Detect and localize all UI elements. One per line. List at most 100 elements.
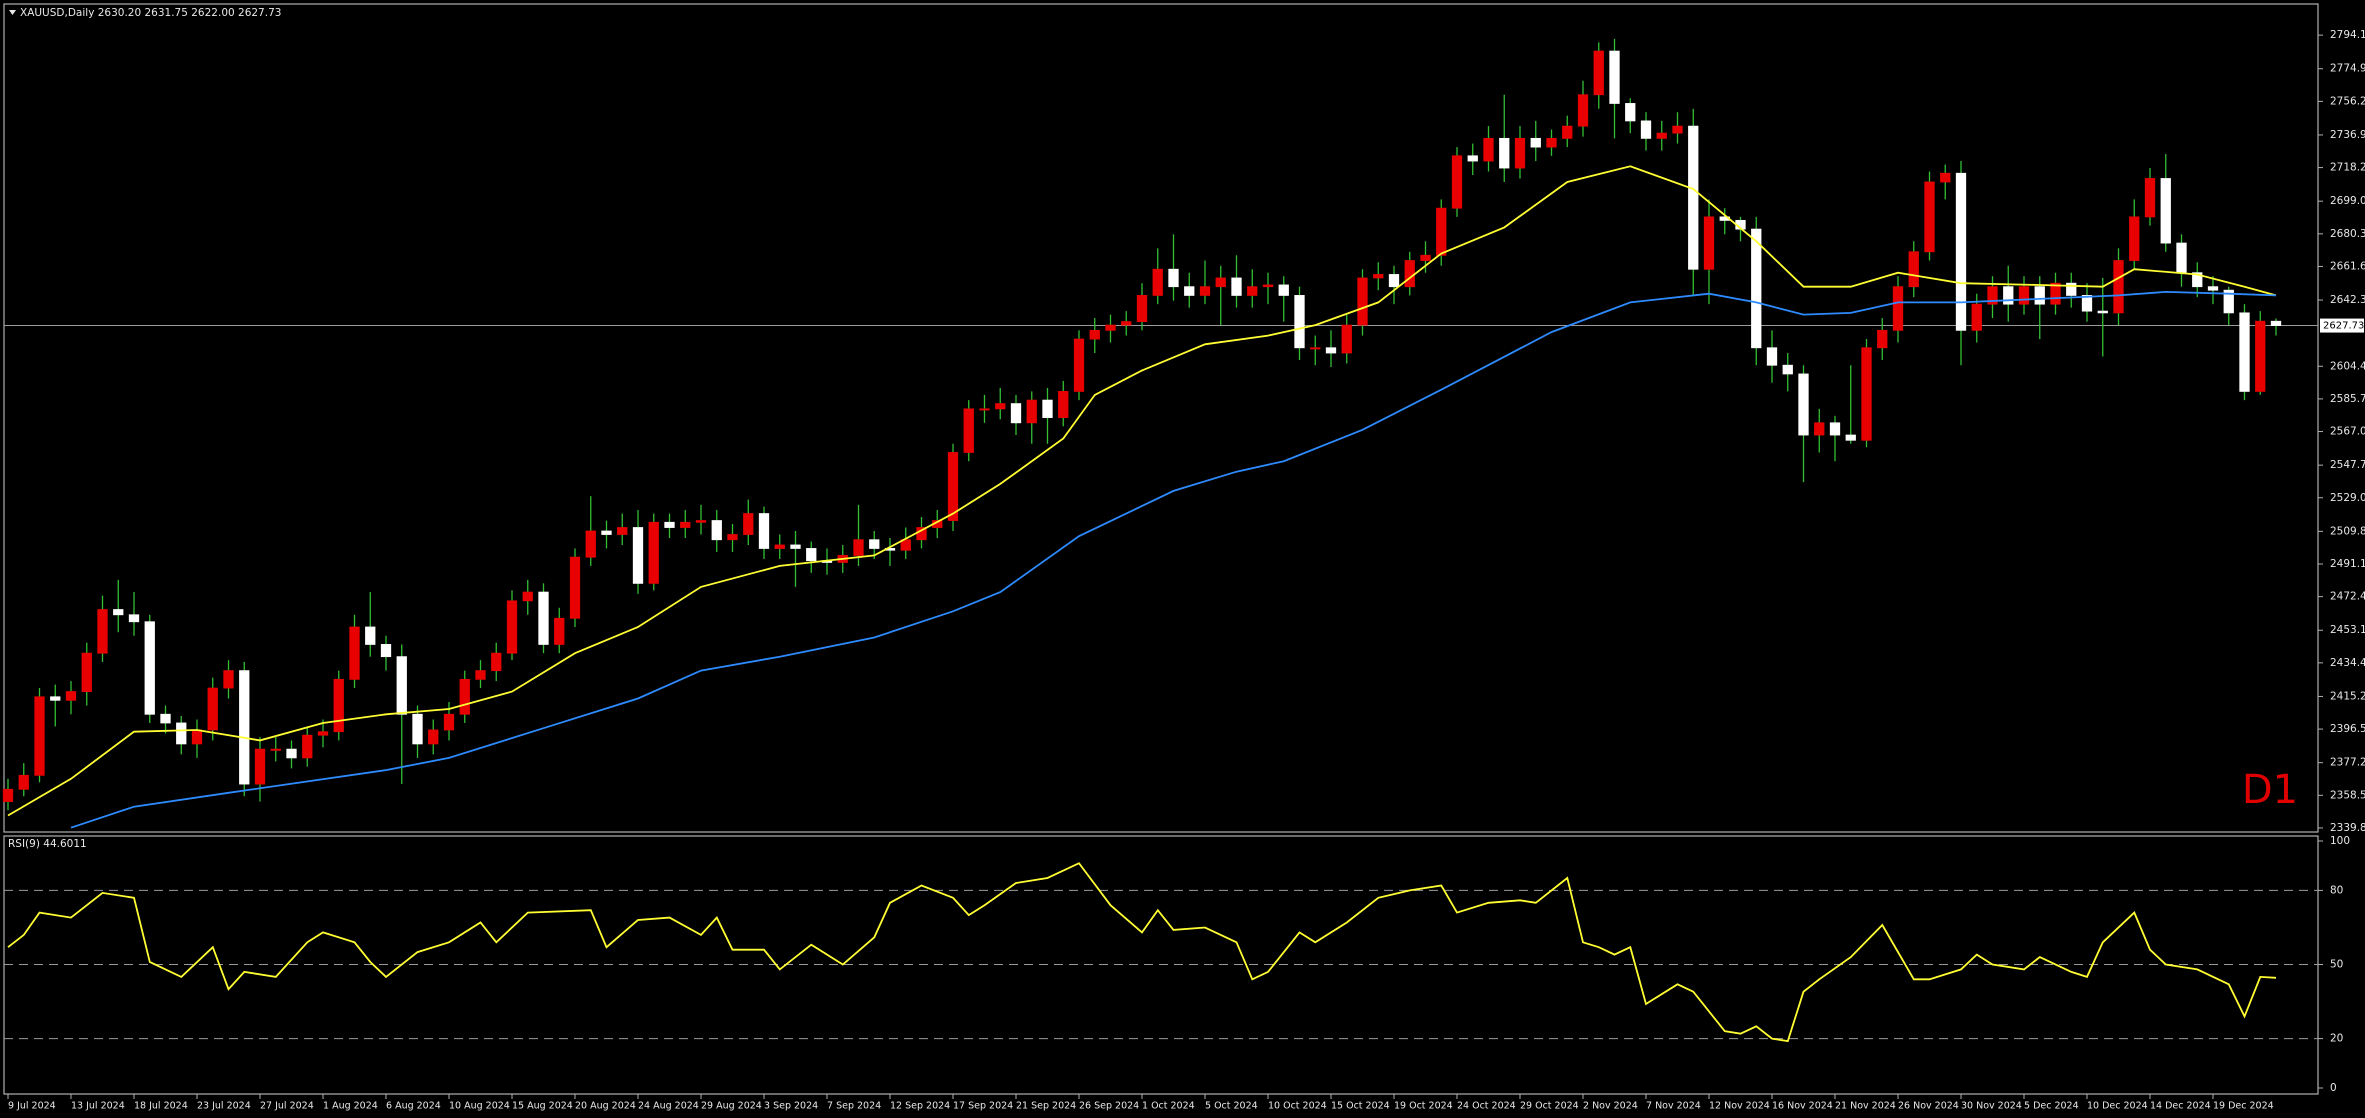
candle-body [1593,50,1604,96]
candle-body [2160,178,2171,244]
candle-body [365,626,376,645]
candle-body [1451,155,1463,209]
candle-body [270,748,281,751]
x-tick-label: 18 Jul 2024 [134,1101,188,1112]
candle-body [1420,254,1431,261]
candle-body [1325,347,1337,354]
candle-body [1577,94,1589,127]
candle-body [506,600,518,654]
y-tick-label: 0 [2330,1082,2337,1094]
candle-body [1514,137,1526,169]
candle-body [18,774,29,790]
candle-body [191,729,203,745]
x-tick-label: 23 Jul 2024 [197,1101,251,1112]
chart-title: XAUUSD,Daily 2630.20 2631.75 2622.00 262… [20,7,281,19]
x-tick-label: 5 Oct 2024 [1205,1101,1258,1112]
candle-body [1121,321,1132,326]
candle-body [317,731,329,736]
candle-body [1388,274,1400,288]
candle-body [1168,268,1179,288]
candle-body [1861,347,1872,441]
x-tick-label: 7 Sep 2024 [827,1101,881,1112]
last-price-box [2320,318,2364,333]
candle-body [1058,391,1069,418]
candle-body [1798,373,1809,436]
candle-body [522,591,533,602]
candle-body [34,696,45,776]
candle-body [1546,137,1557,148]
collapse-icon[interactable] [9,10,16,15]
candle-body [1467,155,1478,162]
candle-body [1247,286,1258,296]
timeframe-label: D1 [2242,767,2298,813]
y-tick-label: 2396.50 [2330,723,2365,735]
y-tick-label: 2377.25 [2330,757,2365,769]
x-tick-label: 10 Aug 2024 [449,1101,510,1112]
candle-body [2034,286,2045,305]
candle-body [2223,289,2234,314]
candle-body [412,713,423,745]
candle-body [144,621,155,715]
moving-average-line [70,290,2277,829]
candle-body [1262,284,1274,288]
candle-body [428,729,439,745]
candle-body [2003,286,2014,305]
candle-body [1089,329,1100,340]
candle-body [1073,338,1085,392]
x-tick-label: 29 Aug 2024 [701,1101,762,1112]
candle-body [1609,50,1620,104]
y-tick-label: 2509.80 [2330,525,2365,537]
candle-body [569,556,581,619]
candle-body [2176,242,2187,274]
y-tick-label: 2756.20 [2330,95,2365,107]
x-tick-label: 1 Aug 2024 [323,1101,378,1112]
y-tick-label: 2661.60 [2330,260,2365,272]
candle-body [1199,286,1211,296]
candle-body [790,544,801,549]
x-tick-label: 19 Dec 2024 [2213,1101,2274,1112]
candle-body [396,656,407,715]
candle-body [1373,274,1384,279]
y-tick-label: 2415.20 [2330,690,2365,702]
x-tick-label: 10 Dec 2024 [2087,1101,2148,1112]
candle-body [2113,260,2124,314]
candle-body [1499,137,1510,169]
candle-body [1672,125,1683,134]
candle-body [1562,125,1573,139]
candle-body [349,626,360,680]
x-tick-label: 26 Nov 2024 [1898,1101,1959,1112]
candle-body [97,609,108,654]
candle-body [1278,284,1289,296]
candle-body [963,408,974,453]
y-tick-label: 2718.25 [2330,162,2365,174]
moving-average-line [7,165,2277,817]
x-tick-label: 12 Nov 2024 [1709,1101,1770,1112]
x-tick-label: 12 Sep 2024 [890,1101,950,1112]
candle-body [1105,324,1116,331]
candle-body [2192,272,2203,288]
candle-body [1971,303,1982,331]
candle-body [1877,329,1888,349]
y-tick-label: 2794.15 [2330,29,2365,41]
candle-body [176,722,187,745]
candle-body [1026,399,1037,424]
candle-body [1184,286,1195,296]
candle-body [601,530,612,535]
x-tick-label: 21 Sep 2024 [1016,1101,1076,1112]
candle-body [160,713,171,724]
candle-body [1215,277,1226,288]
candle-body [869,539,880,549]
candle-body [1042,399,1053,418]
x-tick-label: 15 Aug 2024 [512,1101,573,1112]
candle-body [1955,172,1967,331]
candle-body [758,513,770,549]
y-tick-label: 2547.75 [2330,459,2365,471]
x-tick-label: 24 Aug 2024 [638,1101,699,1112]
candle-body [443,713,455,731]
candle-body [1688,125,1699,270]
y-tick-label: 2604.40 [2330,360,2365,372]
candle-body [1530,137,1541,148]
candle-body [1782,364,1793,375]
candle-body [1987,286,1998,305]
candle-body [2097,310,2108,314]
